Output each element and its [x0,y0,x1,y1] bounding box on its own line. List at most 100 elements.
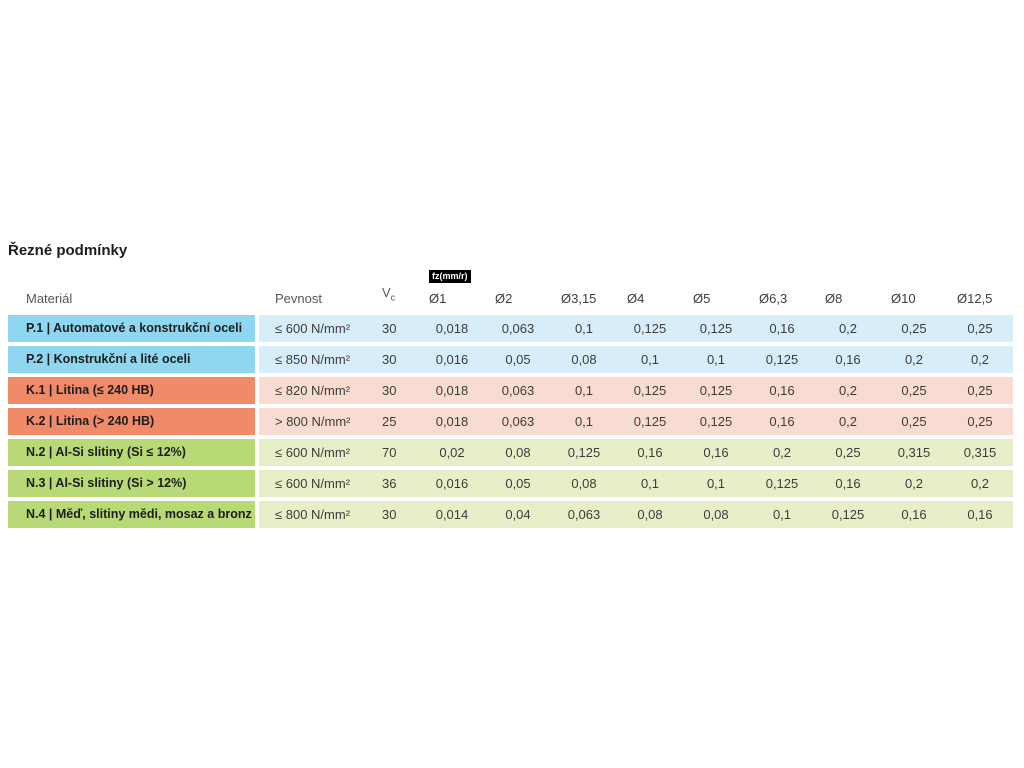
fz-cell: 0,063 [485,314,551,342]
material-cell: K.1 | Litina (≤ 240 HB) [8,376,259,404]
fz-cell: 0,16 [749,376,815,404]
fz-cell: 0,063 [485,407,551,435]
vc-symbol: V [382,285,391,300]
fz-cell: 0,25 [881,314,947,342]
strength-cell: ≤ 600 N/mm² [259,438,369,466]
fz-cell: 0,1 [749,500,815,528]
cutting-speed-cell: 30 [369,500,419,528]
fz-cell: 0,2 [815,314,881,342]
fz-cell: 0,1 [683,345,749,373]
col-header-diameter-9: Ø12,5 [957,290,993,306]
cutting-conditions-table: Materiál Pevnost Vc fz(mm/r) Ø1 Ø2 Ø3,15… [8,270,1013,532]
fz-cell: 0,2 [881,469,947,497]
fz-cell: 0,08 [683,500,749,528]
strength-cell: ≤ 600 N/mm² [259,314,369,342]
fz-unit-badge: fz(mm/r) [429,270,471,283]
strength-cell: ≤ 800 N/mm² [259,500,369,528]
header-row: Materiál Pevnost Vc fz(mm/r) Ø1 Ø2 Ø3,15… [8,270,1013,311]
fz-cell: 0,125 [617,407,683,435]
fz-cell: 0,063 [551,500,617,528]
material-cell: N.2 | Al-Si slitiny (Si ≤ 12%) [8,438,259,466]
strength-cell: ≤ 820 N/mm² [259,376,369,404]
fz-cell: 0,16 [881,500,947,528]
fz-cell: 0,25 [947,314,1013,342]
fz-cell: 0,125 [749,469,815,497]
fz-cell: 0,16 [617,438,683,466]
fz-cell: 0,2 [947,345,1013,373]
page-title: Řezné podmínky [8,242,128,259]
fz-cell: 0,125 [683,314,749,342]
table-body: P.1 | Automatové a konstrukční oceli ≤ 6… [8,314,1013,528]
table-row: P.1 | Automatové a konstrukční oceli ≤ 6… [8,314,1013,342]
strength-cell: ≤ 850 N/mm² [259,345,369,373]
col-header-diameter-6: Ø6,3 [759,290,788,306]
fz-cell: 0,2 [815,407,881,435]
fz-cell: 0,08 [551,469,617,497]
fz-cell: 0,25 [815,438,881,466]
col-header-diameter-5: Ø5 [693,290,711,306]
col-header-diameter-4: Ø4 [627,290,645,306]
fz-cell: 0,25 [947,376,1013,404]
fz-cell: 0,08 [485,438,551,466]
col-header-diameter-1: fz(mm/r) Ø1 [419,270,485,311]
material-cell: P.2 | Konstrukční a lité oceli [8,345,259,373]
fz-cell: 0,063 [485,376,551,404]
col-header-diameter-7: Ø8 [825,290,843,306]
fz-cell: 0,1 [551,407,617,435]
cutting-speed-cell: 25 [369,407,419,435]
table-row: K.2 | Litina (> 240 HB) > 800 N/mm² 25 0… [8,407,1013,435]
table-row: P.2 | Konstrukční a lité oceli ≤ 850 N/m… [8,345,1013,373]
vc-subscript: c [390,292,396,303]
fz-cell: 0,25 [881,376,947,404]
fz-cell: 0,1 [551,314,617,342]
strength-cell: ≤ 600 N/mm² [259,469,369,497]
table-row: K.1 | Litina (≤ 240 HB) ≤ 820 N/mm² 30 0… [8,376,1013,404]
cutting-speed-cell: 36 [369,469,419,497]
cutting-speed-cell: 70 [369,438,419,466]
fz-cell: 0,16 [815,345,881,373]
table-row: N.2 | Al-Si slitiny (Si ≤ 12%) ≤ 600 N/m… [8,438,1013,466]
diameter-label: Ø1 [429,290,447,306]
col-header-material: Materiál [26,290,73,306]
col-header-diameter-2: Ø2 [495,290,513,306]
fz-cell: 0,1 [617,345,683,373]
fz-cell: 0,08 [551,345,617,373]
strength-cell: > 800 N/mm² [259,407,369,435]
fz-cell: 0,125 [551,438,617,466]
fz-cell: 0,014 [419,500,485,528]
col-header-diameter-8: Ø10 [891,290,916,306]
material-cell: P.1 | Automatové a konstrukční oceli [8,314,259,342]
fz-cell: 0,16 [683,438,749,466]
fz-cell: 0,016 [419,345,485,373]
fz-cell: 0,1 [617,469,683,497]
fz-cell: 0,1 [683,469,749,497]
fz-cell: 0,315 [881,438,947,466]
cutting-speed-cell: 30 [369,376,419,404]
fz-cell: 0,16 [749,314,815,342]
col-header-strength: Pevnost [275,290,322,306]
fz-cell: 0,125 [617,314,683,342]
cutting-speed-cell: 30 [369,314,419,342]
cutting-speed-cell: 30 [369,345,419,373]
fz-cell: 0,2 [881,345,947,373]
material-cell: N.3 | Al-Si slitiny (Si > 12%) [8,469,259,497]
fz-cell: 0,16 [947,500,1013,528]
table-row: N.4 | Měď, slitiny mědi, mosaz a bronz ≤… [8,500,1013,528]
col-header-cutting-speed: Vc [369,285,419,311]
fz-cell: 0,018 [419,314,485,342]
fz-cell: 0,08 [617,500,683,528]
fz-cell: 0,05 [485,345,551,373]
fz-cell: 0,04 [485,500,551,528]
fz-cell: 0,018 [419,407,485,435]
col-header-diameter-3: Ø3,15 [561,290,597,306]
fz-cell: 0,25 [881,407,947,435]
fz-cell: 0,125 [683,407,749,435]
material-cell: K.2 | Litina (> 240 HB) [8,407,259,435]
fz-cell: 0,125 [683,376,749,404]
fz-cell: 0,02 [419,438,485,466]
fz-cell: 0,125 [815,500,881,528]
fz-cell: 0,16 [749,407,815,435]
fz-cell: 0,16 [815,469,881,497]
fz-cell: 0,1 [551,376,617,404]
